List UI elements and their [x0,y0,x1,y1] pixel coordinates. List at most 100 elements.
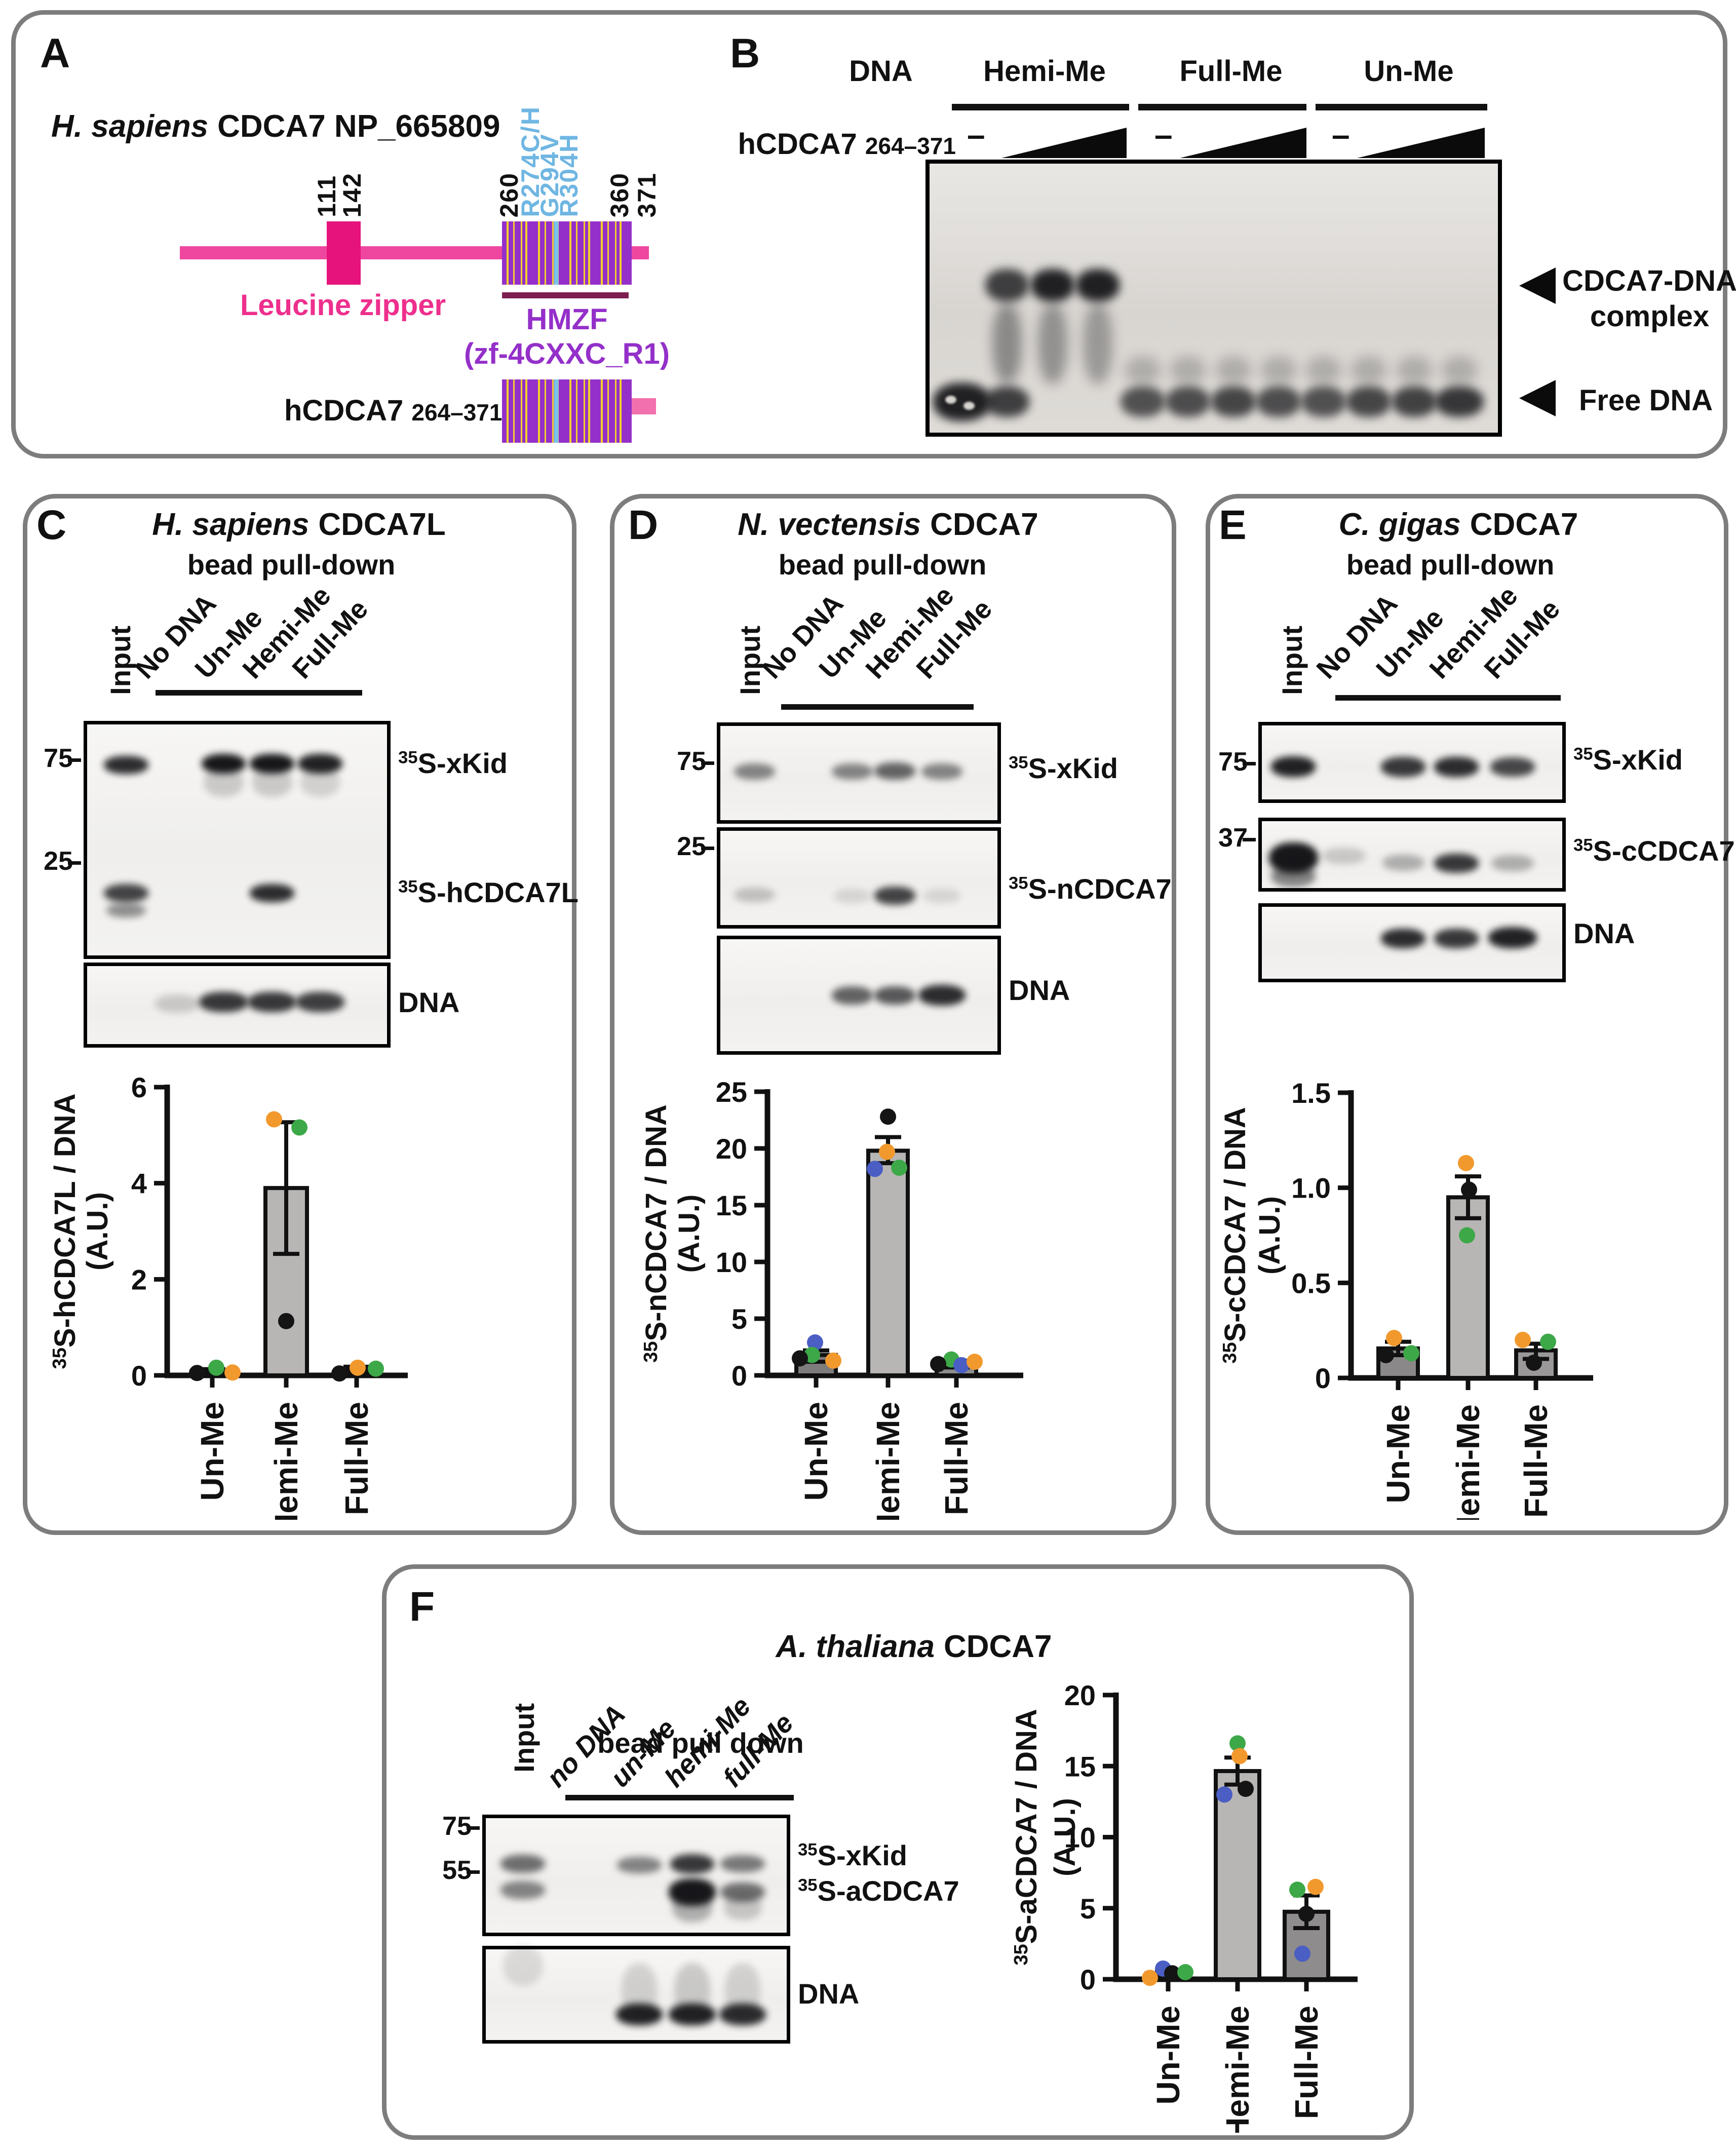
panel-f-lane-underline [565,1795,794,1800]
mw-marker-tick [1243,837,1256,841]
group-un-me: Un-Me [1364,55,1454,88]
free-dna-label: Free DNA [1578,384,1713,417]
gel-band [921,763,963,780]
panel-f-blot-proteins: 75 55 35S-xKid 35S-aCDCA7 [442,1812,959,1936]
panel-d-title: N. vectensis CDCA7 [685,507,1091,543]
gel-band [1381,756,1426,777]
panel-f-title: A. thaliana CDCA7 [711,1629,1116,1665]
gel-band [298,753,342,774]
hmzf-sub-label: (zf-4CXXC_R1) [464,337,670,370]
gel-band [1346,387,1392,417]
y-axis-label: 35S-aCDCA7 / DNA [1010,1709,1043,1965]
gel-band [720,1855,765,1873]
panel-c-letter: C [36,502,67,548]
gel-band [1030,269,1074,301]
panel-c-lane-underline [156,690,362,696]
gel-band [300,767,340,797]
gel-band [1075,269,1120,301]
panel-f-letter: F [409,1584,435,1630]
gel-band [874,986,916,1005]
gel-band [669,2004,716,2026]
gel-band [1215,356,1251,385]
y-tick-label: 20 [1064,1679,1096,1711]
data-point-blue [867,1161,883,1177]
data-point-orange [1386,1330,1402,1347]
gel-band [1434,928,1479,949]
y-tick-label: 25 [716,1076,747,1108]
data-point-black [278,1313,294,1329]
data-point-orange [1515,1331,1531,1348]
panel-c-blot-dna: DNA [84,963,459,1048]
gel-band [1166,387,1211,417]
gel-band [734,888,775,902]
gel-band [723,1895,762,1920]
y-axis-label: 35S-hCDCA7L / DNA [49,1094,82,1369]
y-tick-label: 10 [716,1246,747,1278]
panel-a-title: H. sapiens CDCA7 NP_665809 [51,108,500,144]
data-point-orange [967,1354,983,1370]
data-point-orange [1231,1748,1248,1764]
panel-f-subtitle: bead pull down [597,1727,804,1759]
panel-c-title: H. sapiens CDCA7L [96,507,501,543]
mw-marker-tick [701,761,714,765]
gel-band [248,992,297,1012]
y-tick-label: 0 [1080,1964,1096,1995]
panel-e-protein: CDCA7 [1470,507,1578,542]
panel-e-lane-underline [1335,695,1561,701]
data-point-orange [224,1364,241,1381]
panel-d-protein: CDCA7 [930,507,1038,542]
data-point-green [1540,1333,1556,1350]
mw-marker-tick [467,1826,480,1830]
mutation-r304h: R304H [555,133,583,217]
gel-band [1125,356,1161,385]
x-category-label: Full-Me [1518,1404,1554,1518]
y-tick-label: 10 [1064,1822,1096,1854]
data-point-green [804,1347,820,1363]
panel-c-bar-chart: 0 2 4 6 Un-Me Hemi-Me Full-Me 35S-hCDCA7L / DNA… [30,1064,557,1537]
minus-un: – [1332,117,1350,153]
gel-band [1382,854,1424,871]
data-point-black [1164,1965,1180,1982]
titration-triangle-un [1357,128,1485,158]
bar-Hemi-Me [1446,1195,1490,1380]
gel-band [1491,855,1534,872]
mw-marker-75: 75 [1218,747,1248,777]
gel-band [1392,387,1437,417]
gel-band [1271,756,1316,778]
group-full-me: Full-Me [1179,55,1283,88]
gel-band [1435,387,1484,417]
gel-band [874,762,916,780]
gel-band [831,763,873,780]
gel-band [918,984,966,1006]
y-tick-label: 5 [731,1303,747,1335]
gel-band [1434,854,1479,873]
band-label: 35S-xKid [1573,744,1683,776]
y-axis-label-units: (A.U.) [1049,1798,1082,1876]
mw-marker-tick [68,861,81,865]
data-point-black [792,1350,808,1367]
band-label: 35S-xKid [398,747,508,779]
data-point-black [1461,1181,1477,1198]
gel-band [500,1855,545,1873]
panel-d-subtitle: bead pull-down [778,549,987,581]
y-tick-label: 20 [716,1133,747,1165]
gel-band [203,767,244,797]
mw-marker-75: 75 [44,743,73,773]
panel-a-letter: A [40,30,70,76]
dna-header-label: DNA [849,55,913,88]
emsa-gel [925,160,1502,437]
complex-label-line2: complex [1590,300,1710,333]
band-label: DNA [398,986,460,1018]
gel-well-dot [945,396,956,404]
y-axis-label: 35S-cCDCA7 / DNA [1219,1107,1252,1363]
data-point-green [1459,1227,1475,1244]
gel-band [500,1881,545,1900]
leucine-zipper-domain [327,221,361,285]
panel-a-protein: CDCA7 NP_665809 [217,109,500,144]
panel-f-species: A. thaliana [776,1629,935,1664]
x-category-label: Hemi-Me [1219,2006,1256,2133]
panel-f-protein: CDCA7 [943,1629,1052,1664]
data-point-black [930,1356,946,1372]
band-label: 35S-cCDCA7 [1573,835,1735,867]
y-axis-label-units: (A.U.) [673,1195,706,1273]
